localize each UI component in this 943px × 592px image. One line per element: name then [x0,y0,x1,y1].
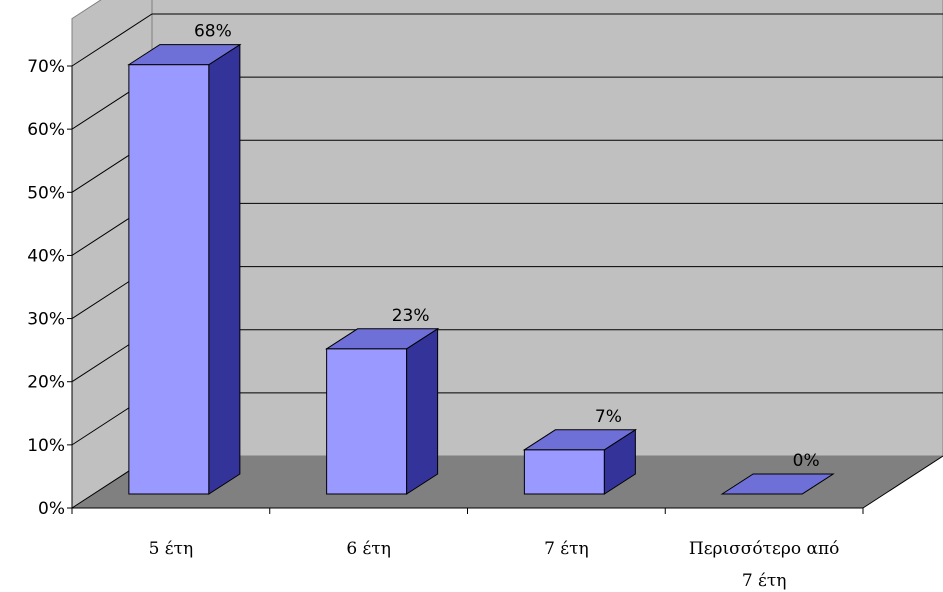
y-tick-label: 20% [27,373,65,393]
bar-front [326,348,408,495]
bar-side [406,327,439,495]
back-wall [151,0,943,457]
y-tick-label: 30% [27,310,65,330]
bar-front [128,64,210,495]
bar-top [720,473,835,495]
x-category-label: 6 έτη [346,539,391,559]
bar-top [127,44,242,66]
y-tick-label: 50% [27,183,65,203]
y-tick-label: 70% [27,57,65,77]
y-tick-label: 40% [27,246,65,266]
floor [72,456,943,508]
data-label: 68% [194,22,232,42]
bar-side [208,43,241,495]
x-category-label: Περισσότερο από [689,539,839,559]
x-category-label: 7 έτη [742,571,787,591]
x-category-label: 7 έτη [544,539,589,559]
bar-front [523,449,605,495]
x-category-label: 5 έτη [149,539,194,559]
data-label: 0% [793,451,820,471]
y-tick-label: 60% [27,120,65,140]
floor-edge-right [862,455,943,509]
y-tick-label: 10% [27,436,65,456]
data-label: 7% [595,407,622,427]
bar-top [522,429,638,451]
bar-top [324,328,440,350]
y-tick-label: 0% [38,499,65,519]
gridline [71,13,943,67]
data-label: 23% [392,306,430,326]
